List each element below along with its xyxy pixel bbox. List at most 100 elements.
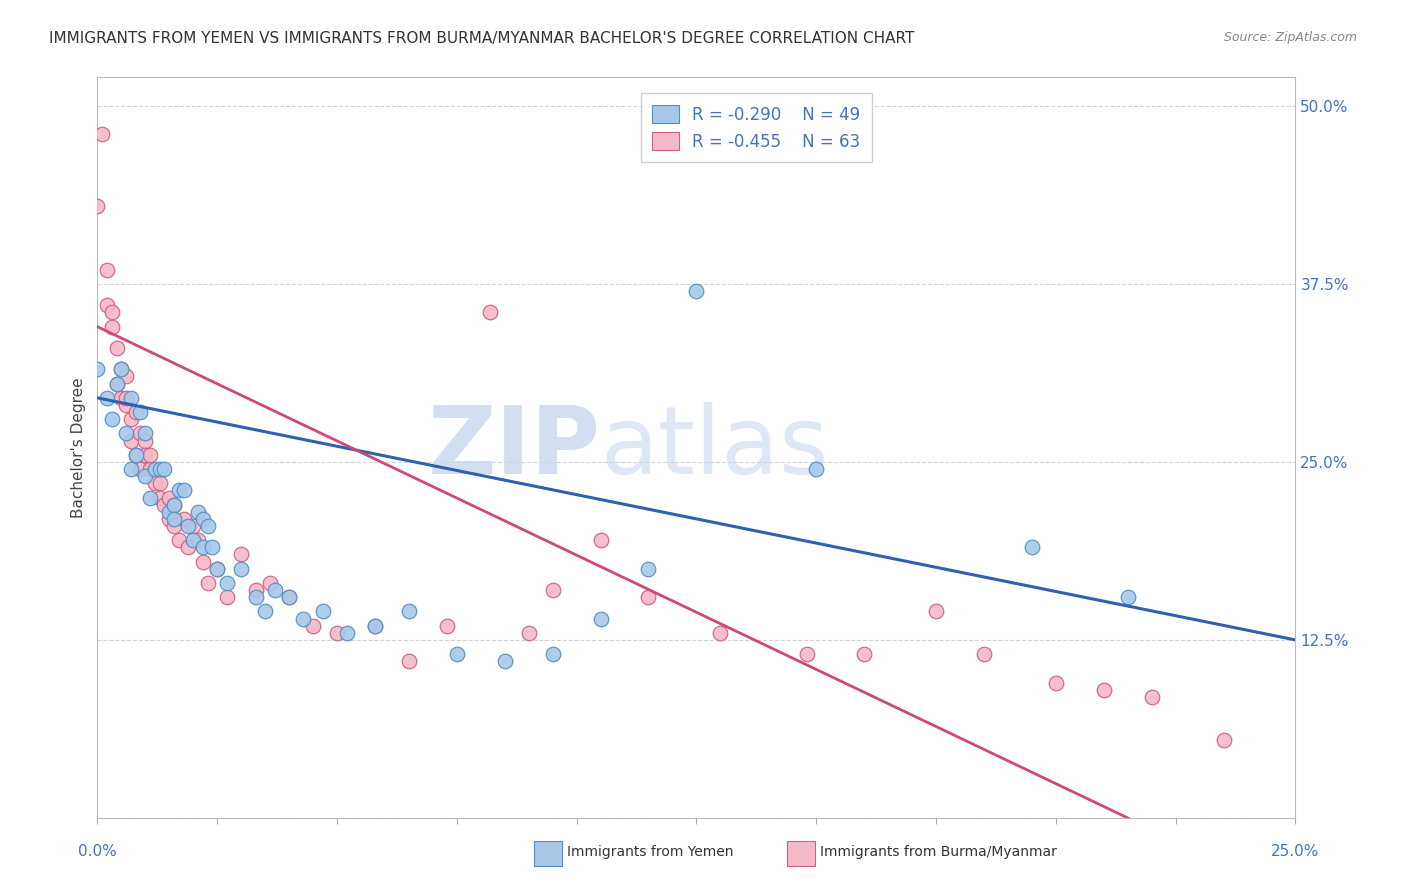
Point bbox=[1116, 591, 1139, 605]
Point bbox=[86, 198, 108, 212]
Text: atlas: atlas bbox=[600, 401, 828, 493]
Point bbox=[120, 462, 142, 476]
Legend: R = -0.290    N = 49, R = -0.455    N = 63: R = -0.290 N = 49, R = -0.455 N = 63 bbox=[641, 93, 872, 162]
Point bbox=[96, 298, 118, 312]
Point bbox=[589, 533, 612, 548]
Point bbox=[115, 426, 138, 441]
Point bbox=[129, 462, 152, 476]
Point bbox=[177, 519, 200, 533]
Point bbox=[105, 376, 128, 391]
Point bbox=[311, 604, 333, 618]
Point bbox=[91, 128, 114, 142]
Point bbox=[134, 426, 156, 441]
Point bbox=[245, 591, 267, 605]
Point bbox=[191, 512, 214, 526]
Point bbox=[685, 284, 707, 298]
Point bbox=[120, 391, 142, 405]
Point bbox=[541, 647, 564, 661]
Point bbox=[157, 505, 180, 519]
Point bbox=[181, 519, 204, 533]
Point bbox=[173, 512, 195, 526]
Point bbox=[163, 498, 186, 512]
Point bbox=[229, 562, 252, 576]
Point bbox=[398, 604, 420, 618]
Point bbox=[292, 611, 315, 625]
Point bbox=[125, 448, 148, 462]
Point bbox=[191, 541, 214, 555]
Point bbox=[139, 491, 162, 505]
Point bbox=[245, 583, 267, 598]
Point bbox=[278, 591, 301, 605]
Point bbox=[149, 491, 172, 505]
Point bbox=[100, 305, 122, 319]
Point bbox=[120, 412, 142, 426]
Point bbox=[96, 262, 118, 277]
Point bbox=[149, 462, 172, 476]
Point bbox=[364, 618, 387, 632]
Point bbox=[709, 625, 731, 640]
Point bbox=[167, 483, 190, 498]
Point bbox=[205, 562, 228, 576]
Point bbox=[187, 505, 209, 519]
Point bbox=[163, 498, 186, 512]
Point bbox=[129, 405, 152, 419]
Point bbox=[105, 376, 128, 391]
Point bbox=[120, 434, 142, 448]
Point bbox=[105, 341, 128, 355]
Point bbox=[541, 583, 564, 598]
Point bbox=[229, 548, 252, 562]
Point bbox=[326, 625, 349, 640]
Point bbox=[925, 604, 948, 618]
Point bbox=[96, 391, 118, 405]
Point bbox=[197, 519, 219, 533]
Point bbox=[134, 469, 156, 483]
Point bbox=[100, 319, 122, 334]
Point bbox=[215, 576, 238, 591]
Point bbox=[157, 512, 180, 526]
Point bbox=[173, 483, 195, 498]
Text: 0.0%: 0.0% bbox=[77, 845, 117, 859]
Point bbox=[149, 476, 172, 491]
Point bbox=[134, 448, 156, 462]
Point bbox=[1021, 541, 1043, 555]
Text: Immigrants from Yemen: Immigrants from Yemen bbox=[567, 845, 733, 859]
Text: ZIP: ZIP bbox=[427, 401, 600, 493]
Point bbox=[153, 462, 176, 476]
Point bbox=[973, 647, 995, 661]
Point bbox=[517, 625, 540, 640]
Point bbox=[163, 512, 186, 526]
Point bbox=[1212, 732, 1234, 747]
Point bbox=[637, 562, 659, 576]
Text: Immigrants from Burma/Myanmar: Immigrants from Burma/Myanmar bbox=[820, 845, 1056, 859]
Point bbox=[110, 362, 132, 376]
Point bbox=[115, 391, 138, 405]
Point bbox=[1092, 682, 1115, 697]
Point bbox=[110, 362, 132, 376]
Point bbox=[278, 591, 301, 605]
Point bbox=[125, 405, 148, 419]
Point bbox=[143, 462, 166, 476]
Point bbox=[100, 412, 122, 426]
Point bbox=[197, 576, 219, 591]
Point bbox=[153, 498, 176, 512]
Y-axis label: Bachelor's Degree: Bachelor's Degree bbox=[72, 377, 86, 518]
Point bbox=[853, 647, 876, 661]
Point bbox=[129, 426, 152, 441]
Point bbox=[139, 462, 162, 476]
Point bbox=[205, 562, 228, 576]
Point bbox=[115, 369, 138, 384]
Point bbox=[398, 654, 420, 668]
Point bbox=[796, 647, 818, 661]
Point bbox=[806, 462, 828, 476]
Point bbox=[157, 491, 180, 505]
Point bbox=[1045, 675, 1067, 690]
Point bbox=[187, 533, 209, 548]
Point bbox=[181, 533, 204, 548]
Point bbox=[110, 391, 132, 405]
Point bbox=[637, 591, 659, 605]
Point bbox=[201, 541, 224, 555]
Point bbox=[1140, 690, 1163, 704]
Point bbox=[134, 434, 156, 448]
Point bbox=[446, 647, 468, 661]
Point bbox=[589, 611, 612, 625]
